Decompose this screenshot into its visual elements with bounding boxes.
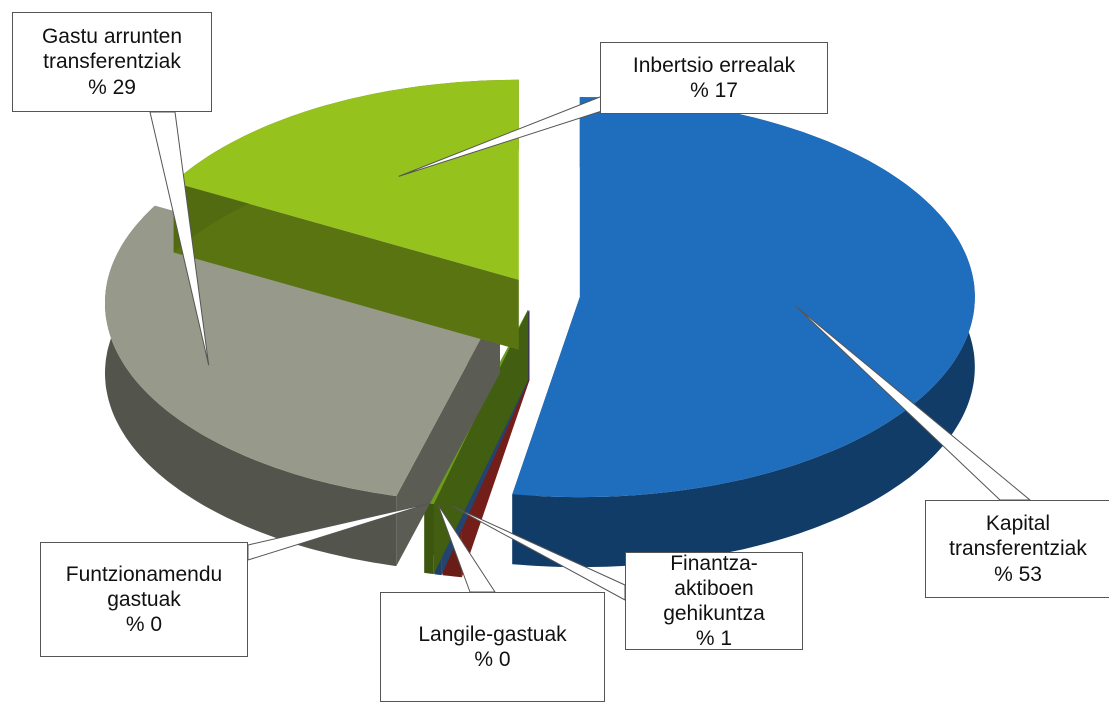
value-label: % 1 — [695, 627, 733, 651]
slice-top — [512, 97, 975, 498]
category-label: Kapital transferentziak — [949, 512, 1087, 561]
slice-cut-face — [173, 182, 519, 350]
category-label: Inbertsio errealak — [632, 53, 796, 77]
slice-side — [105, 205, 397, 567]
value-label: % 0 — [474, 648, 511, 671]
slice-side — [424, 502, 434, 575]
slice-cut-face — [396, 303, 500, 567]
slice — [173, 79, 519, 350]
category-label: Finantza-aktiboen gehikuntza — [663, 551, 765, 625]
category-label: Funtzionamendu gastuak — [65, 562, 223, 611]
slice-cut-face — [424, 309, 528, 573]
category-label: Langile-gastuak — [418, 622, 567, 646]
data-label: Langile-gastuak% 0 — [380, 592, 605, 702]
value-label: % 53 — [994, 562, 1042, 586]
callout-pointer — [149, 111, 210, 366]
data-label: Finantza-aktiboen gehikuntza% 1 — [625, 552, 803, 650]
slice — [512, 97, 975, 568]
value-label: % 0 — [125, 613, 163, 637]
callout-pointer — [247, 503, 430, 561]
data-label: Funtzionamendu gastuak% 0 — [40, 542, 248, 657]
data-label: Gastu arrunten transferentziak% 29 — [12, 12, 212, 112]
data-label: Kapital transferentziak% 53 — [925, 500, 1109, 598]
category-label: Gastu arrunten transferentziak — [41, 25, 183, 74]
data-label: Inbertsio errealak% 17 — [600, 42, 828, 114]
value-label: % 17 — [690, 79, 738, 102]
slice-top — [173, 79, 519, 280]
value-label: % 29 — [88, 75, 136, 99]
